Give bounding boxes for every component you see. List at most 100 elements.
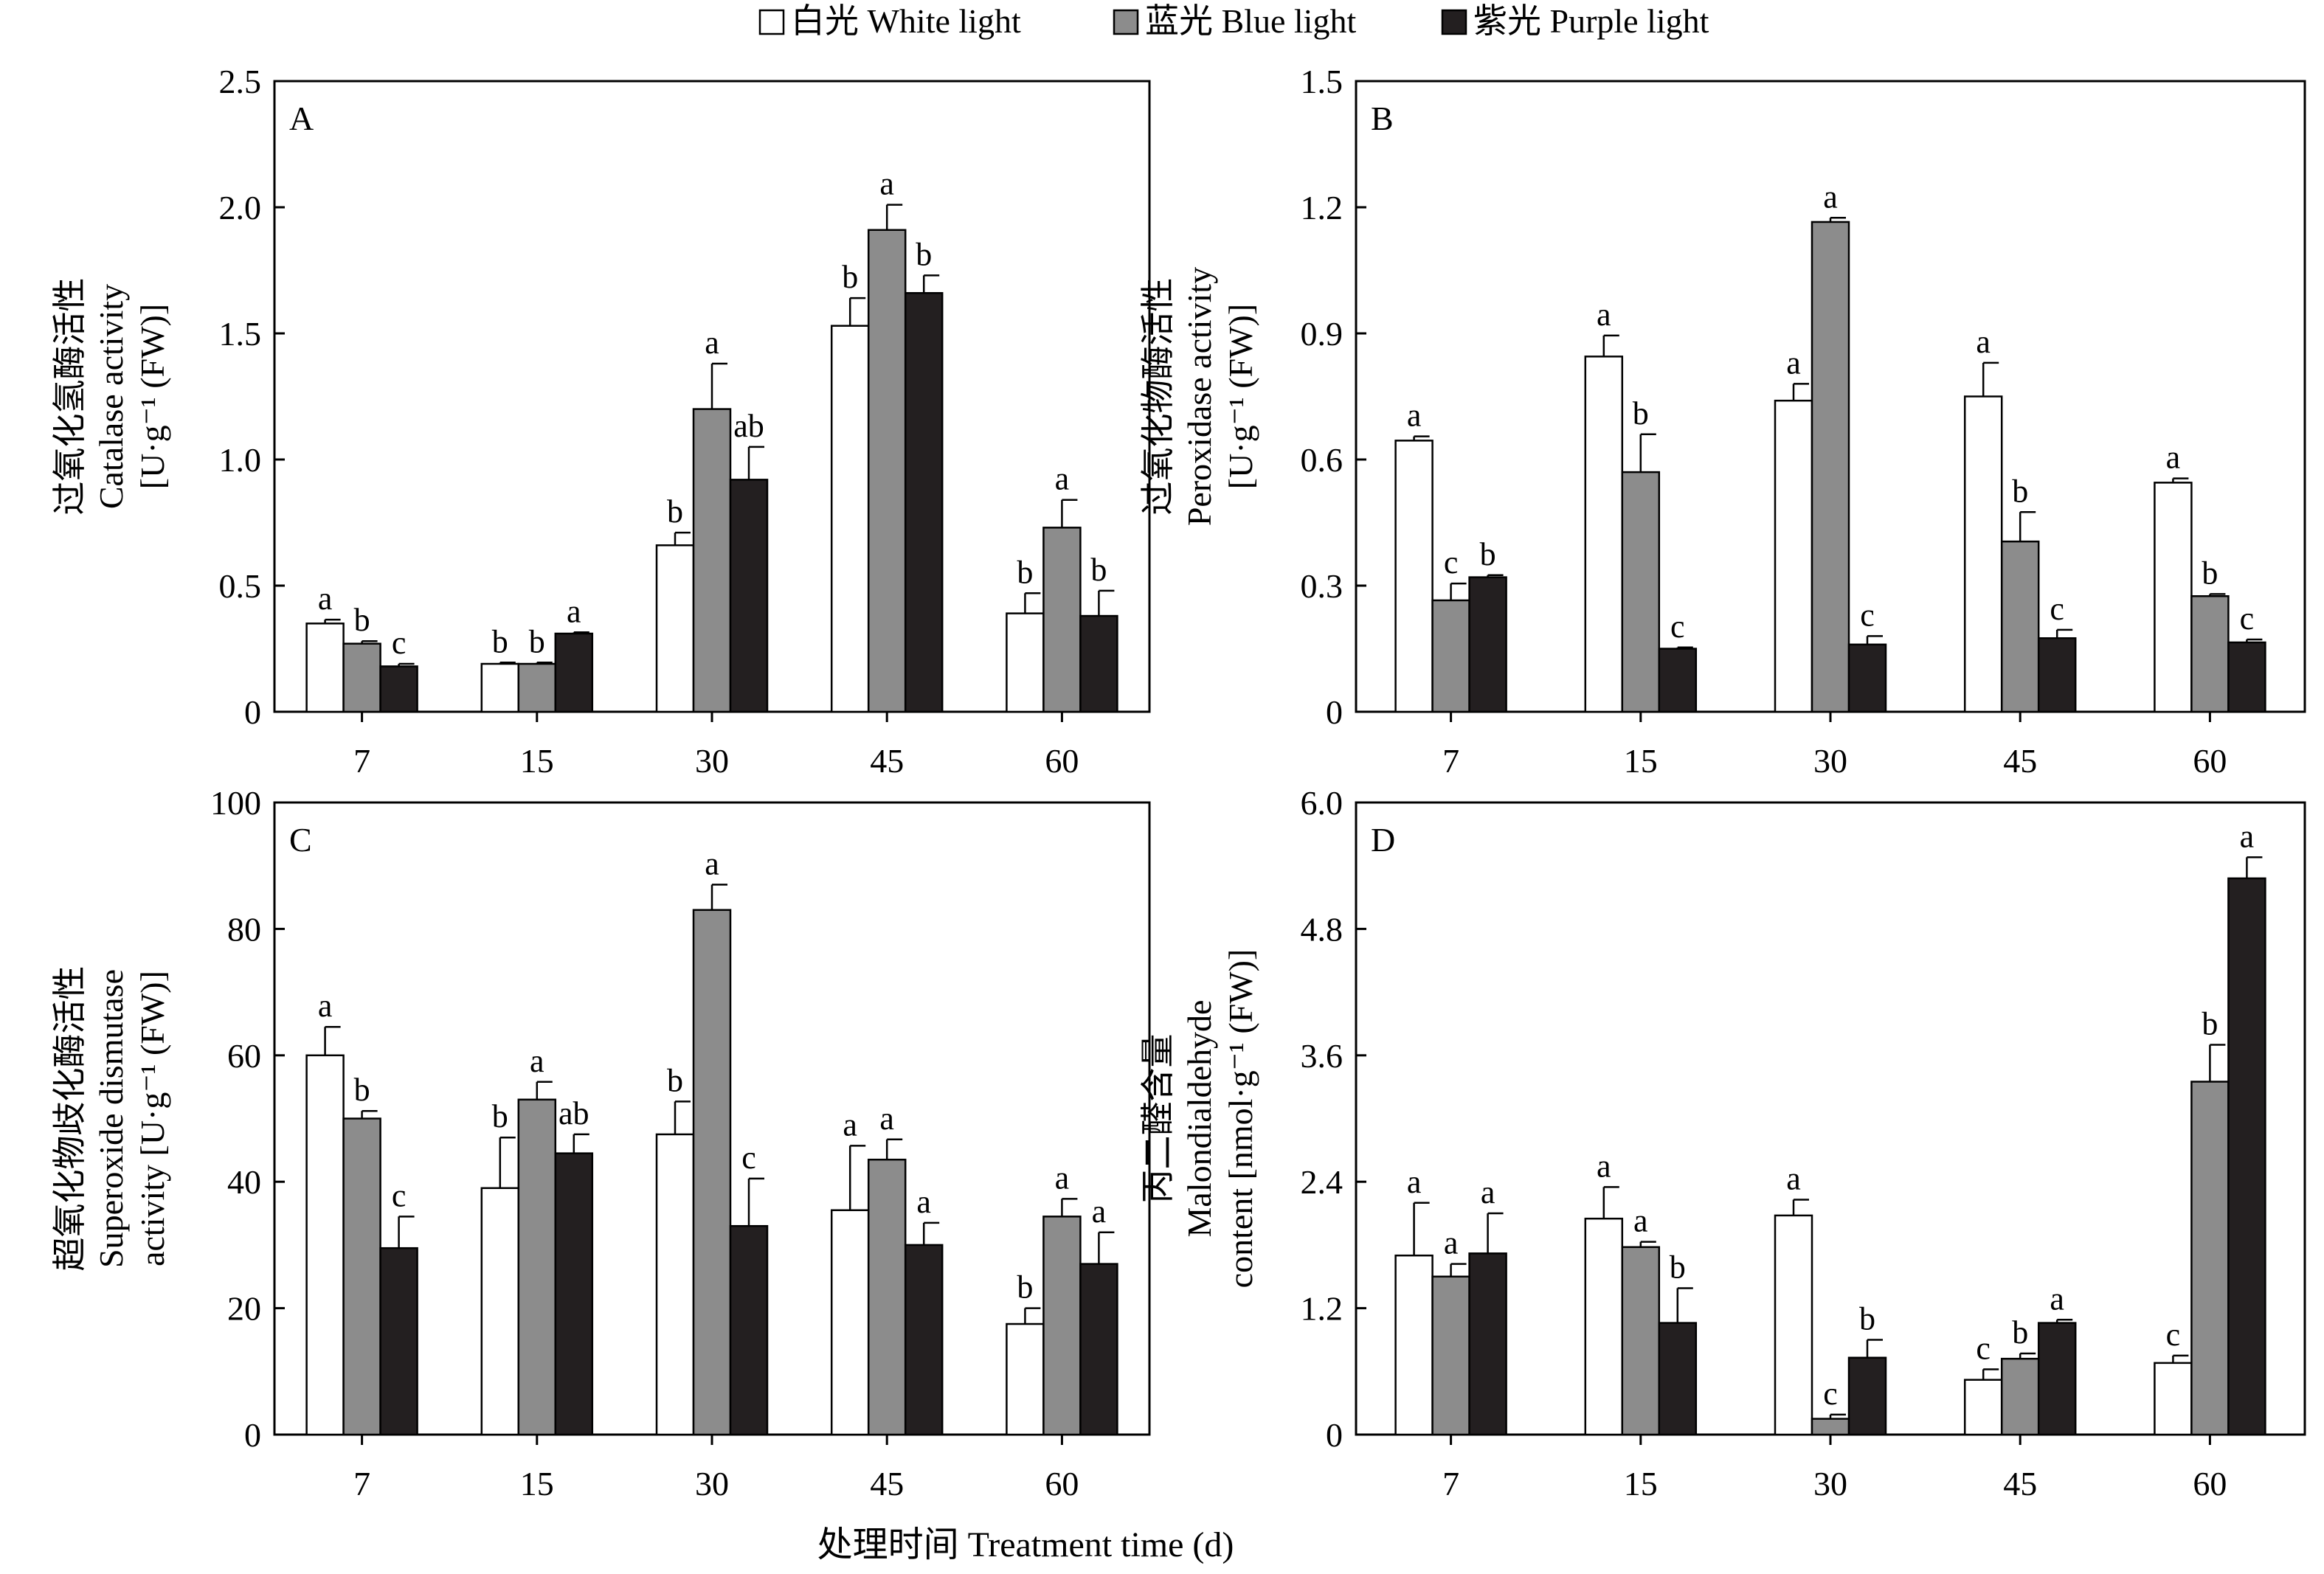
x-tick-label: 30 [695, 1465, 729, 1502]
x-tick-label: 60 [1045, 742, 1079, 780]
significance-letter: b [354, 602, 370, 638]
x-tick-label: 15 [1624, 1465, 1658, 1502]
bar [729, 479, 769, 713]
significance-letter: a [705, 325, 719, 361]
significance-letter: a [1786, 344, 1801, 381]
panel-a: A00.51.01.52.02.57 15 30 45 60abbbbbbaaacaab… [51, 63, 1151, 780]
bar [1774, 1214, 1813, 1436]
legend-label: 紫光 Purple light [1473, 2, 1709, 40]
bar [1811, 1418, 1850, 1436]
bar [1079, 614, 1118, 713]
legend-item: 紫光 Purple light [1441, 2, 1709, 40]
significance-letter: a [1444, 1225, 1459, 1261]
significance-letter: b [354, 1072, 370, 1108]
significance-letter: b [1480, 536, 1496, 572]
y-axis-title: 过氧化氢酶活性 Catalase activity [U·g⁻¹ (FW)] [51, 278, 171, 516]
bar [1774, 399, 1813, 713]
y-tick-label: 1.2 [1301, 1290, 1343, 1328]
y-tick-label: 60 [227, 1037, 261, 1075]
bar [305, 623, 345, 713]
significance-letter: a [1055, 1159, 1070, 1196]
bar [1042, 1216, 1082, 1436]
y-tick-label: 40 [227, 1163, 261, 1201]
bar [1963, 1379, 2003, 1436]
y-axis-title-line: content [nmol·g⁻¹ (FW)] [1222, 949, 1259, 1289]
bar [2037, 1322, 2077, 1436]
significance-letter: b [1633, 395, 1649, 431]
y-tick-label: 1.2 [1301, 189, 1343, 226]
y-axis-title-line: 过氧化物酶活性 [1139, 278, 1177, 516]
y-tick-label: 6.0 [1301, 784, 1343, 822]
bar [2227, 877, 2266, 1436]
significance-letter: c [2240, 600, 2255, 637]
significance-letter: b [916, 236, 932, 272]
legend: 白光 White light 蓝光 Blue light 紫光 Purple lig… [758, 2, 1709, 40]
bar [1394, 1254, 1434, 1436]
significance-letter: a [1407, 398, 1422, 434]
bar [1963, 395, 2003, 713]
bar [1584, 1217, 1624, 1436]
bar [729, 1224, 769, 1436]
bar [830, 325, 870, 713]
significance-letter: b [2012, 473, 2028, 509]
x-axis-title: 处理时间 Treatment time (d) [817, 1525, 1234, 1564]
significance-letter: b [667, 1062, 683, 1098]
significance-letter: a [1633, 1203, 1648, 1239]
legend-swatch [1441, 9, 1467, 35]
bar [1006, 612, 1045, 713]
y-axis-title-line: activity [U·g⁻¹ (FW)] [134, 971, 171, 1266]
panel-d: D01.22.43.64.86.07 15 30 45 60a a ac caacbbabba… [1139, 784, 2306, 1502]
bar [554, 1152, 594, 1436]
significance-letter: a [916, 1184, 931, 1220]
significance-letter: a [1481, 1174, 1495, 1210]
bar [655, 1133, 695, 1436]
y-axis-title-line: Catalase activity [92, 284, 130, 509]
significance-letter: ab [733, 408, 764, 444]
significance-letter: a [1407, 1164, 1422, 1200]
y-axis-title-line: Superoxide dismutase [92, 969, 130, 1268]
significance-letter: b [842, 259, 858, 295]
y-tick-label: 80 [227, 910, 261, 948]
bar [305, 1054, 345, 1436]
bar [1042, 527, 1082, 713]
y-tick-label: 1.5 [1301, 63, 1343, 100]
significance-letter: b [2202, 1006, 2218, 1042]
bar [1468, 1252, 1507, 1436]
y-tick-label: 4.8 [1301, 910, 1343, 948]
bar [379, 665, 418, 713]
y-tick-label: 20 [227, 1290, 261, 1328]
y-tick-label: 0.3 [1301, 567, 1343, 605]
significance-letter: ab [558, 1095, 589, 1131]
x-tick-label: 45 [870, 742, 904, 780]
bar [2190, 1081, 2230, 1436]
bar [2154, 482, 2193, 713]
y-tick-label: 0 [244, 693, 261, 731]
bar [2190, 595, 2230, 713]
bar [379, 1247, 418, 1436]
bar [1621, 471, 1661, 713]
significance-letter: a [318, 580, 333, 617]
significance-letter: a [2166, 440, 2181, 476]
significance-letter: a [1597, 1148, 1611, 1184]
bar [904, 292, 944, 713]
legend-swatch [1113, 9, 1139, 35]
bar [1658, 648, 1698, 713]
bar [1006, 1322, 1045, 1436]
significance-letter: c [392, 625, 407, 661]
x-tick-label: 15 [520, 742, 554, 780]
y-tick-label: 2.0 [219, 189, 262, 226]
significance-letter: a [1092, 1193, 1107, 1230]
significance-letter: b [2202, 555, 2218, 591]
significance-letter: c [1444, 544, 1459, 580]
x-tick-label: 60 [1045, 1465, 1079, 1502]
significance-letter: a [879, 1100, 894, 1137]
y-tick-label: 1.5 [219, 315, 262, 353]
bar [2037, 637, 2077, 713]
bar [517, 1098, 557, 1436]
significance-letter: c [1860, 597, 1875, 633]
bar [867, 1158, 907, 1436]
significance-letter: b [492, 623, 508, 659]
significance-letter: c [392, 1177, 407, 1213]
significance-letter: a [2240, 818, 2255, 854]
